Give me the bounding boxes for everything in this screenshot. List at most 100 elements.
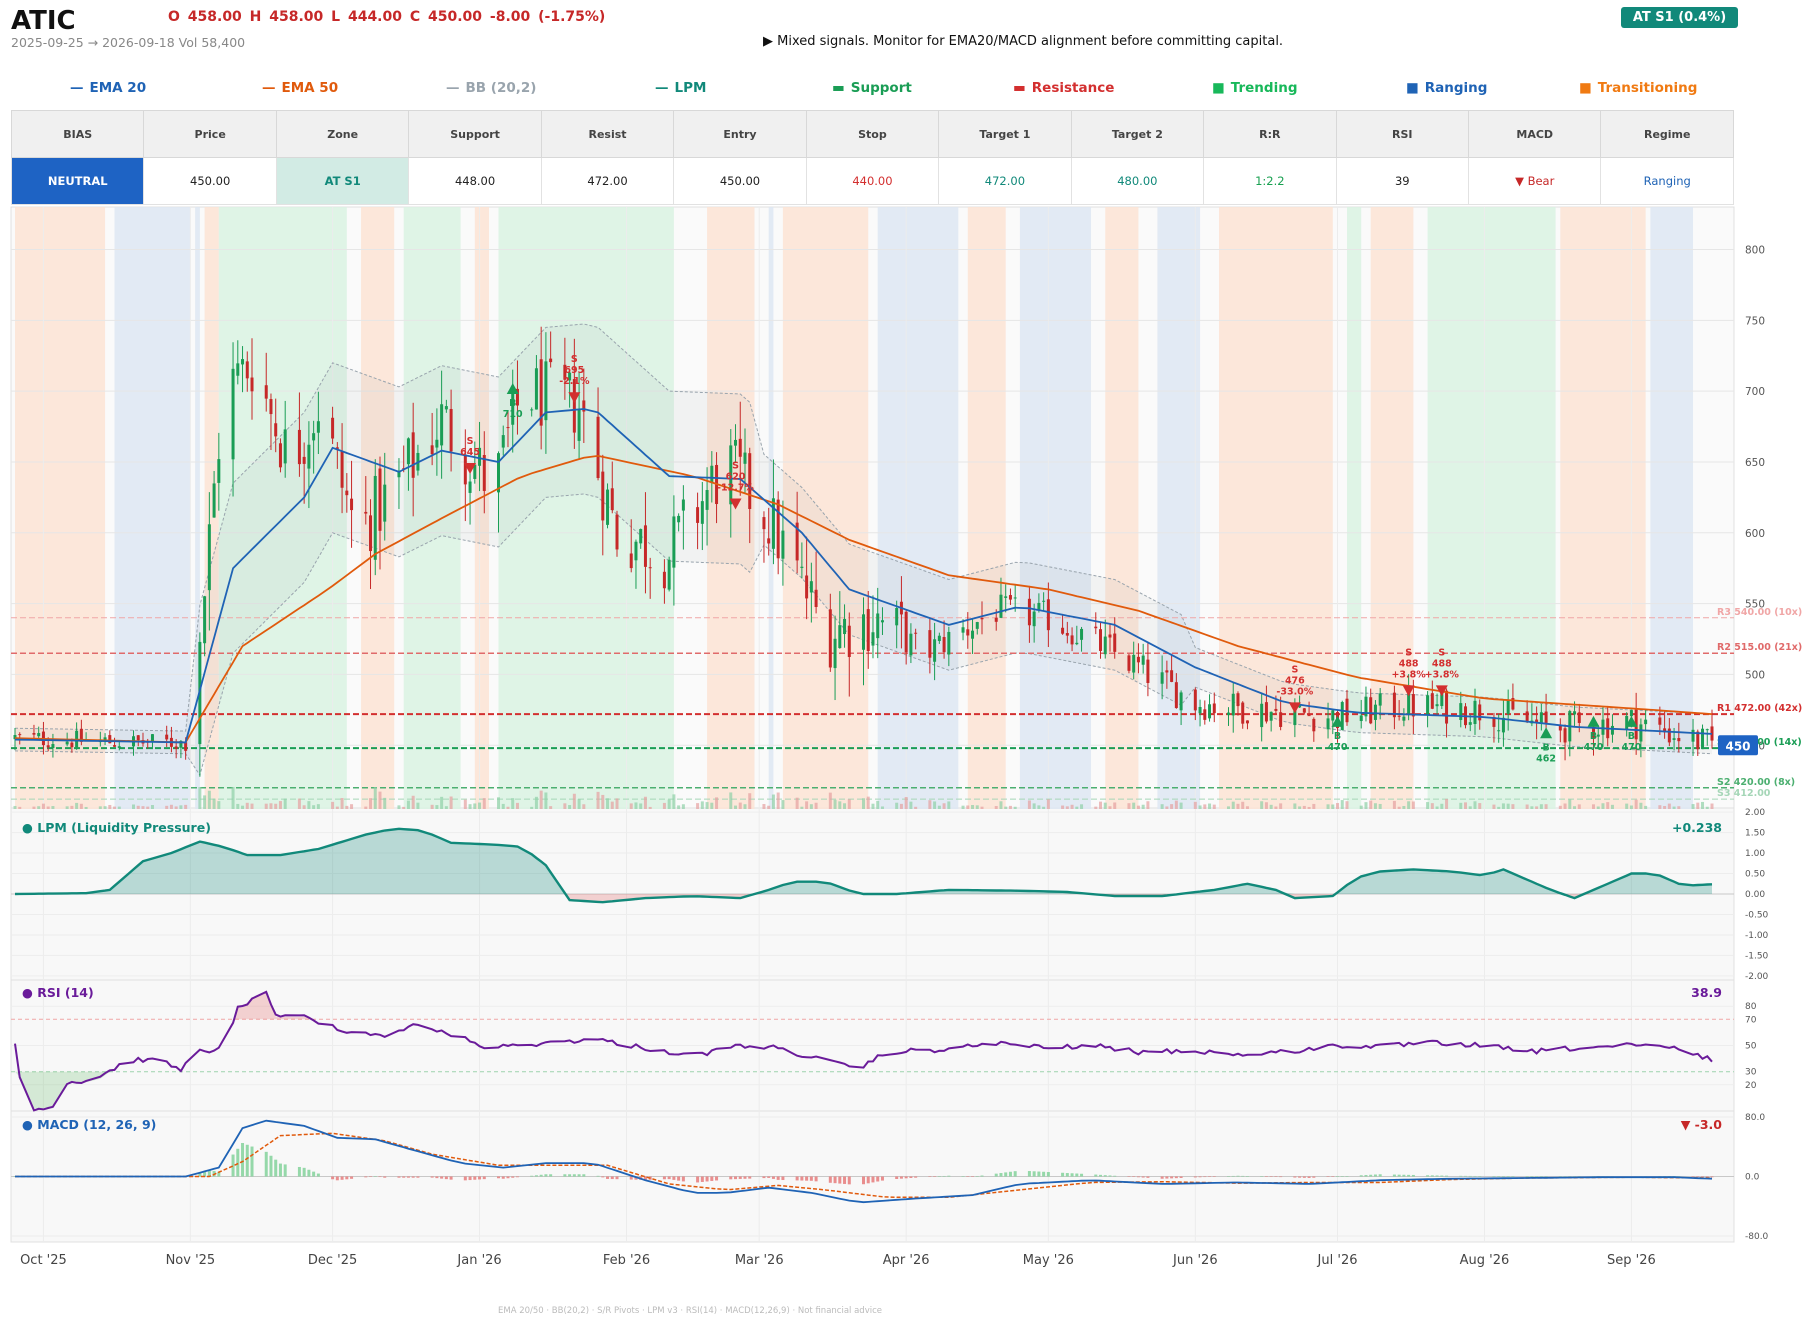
macd-histogram-bar <box>1179 1176 1183 1178</box>
summary-value-bias: NEUTRAL <box>10 157 145 205</box>
volume-bar <box>1573 806 1577 809</box>
legend-label: BB (20,2) <box>465 80 537 96</box>
volume-bar <box>1037 805 1041 809</box>
macd-histogram-bar <box>776 1176 780 1180</box>
bollinger-upper <box>14 323 1713 732</box>
price-y-tick-label: 750 <box>1745 315 1765 327</box>
candle-body <box>1174 682 1178 709</box>
volume-bar <box>634 802 638 809</box>
regime-band-trending <box>498 207 674 809</box>
signal-label: S <box>1291 664 1298 675</box>
candle-body <box>539 359 543 426</box>
volume-bar <box>1705 806 1709 809</box>
candle-body <box>1298 705 1302 708</box>
volume-bar <box>1492 804 1496 809</box>
candle-body <box>79 728 83 742</box>
regime-band-trending <box>218 207 347 809</box>
volume-bar <box>1103 802 1107 809</box>
volume-bar <box>132 804 136 809</box>
macd-histogram-bar <box>734 1176 738 1180</box>
legend-item-resistance: ▬ Resistance <box>1013 80 1114 96</box>
macd-histogram-bar <box>771 1176 775 1179</box>
macd-histogram-bar <box>1359 1175 1363 1177</box>
volume-bar <box>473 803 477 809</box>
candle-body <box>297 429 301 465</box>
volume-bar <box>1625 803 1629 809</box>
macd-histogram-bar <box>1260 1176 1264 1177</box>
macd-histogram-bar <box>1464 1175 1468 1177</box>
volume-bar <box>1468 806 1472 809</box>
volume-bar <box>577 799 581 809</box>
macd-histogram-bar <box>497 1176 501 1179</box>
volume-bar <box>876 800 880 809</box>
macd-histogram-bar <box>1705 1176 1709 1178</box>
candle-body <box>1492 717 1496 727</box>
volume-bar <box>1530 806 1534 809</box>
buy-triangle <box>1625 715 1638 727</box>
candle-body <box>762 517 766 530</box>
signal-label: 710 <box>503 409 523 420</box>
macd-histogram-bar <box>710 1176 714 1181</box>
regime-band-transitioning <box>1105 207 1139 809</box>
macd-histogram-bar <box>795 1176 799 1181</box>
candle-body <box>1004 596 1008 598</box>
candle-body <box>1312 718 1316 732</box>
macd-histogram-bar <box>705 1176 709 1182</box>
macd-histogram-bar <box>677 1176 681 1181</box>
volume-bar <box>283 798 287 809</box>
macd-histogram-bar <box>335 1176 339 1181</box>
volume-bar <box>530 806 534 809</box>
volume-bar <box>435 805 439 809</box>
signal-label: -33.0% <box>1276 686 1313 697</box>
volume-bar <box>961 805 965 809</box>
signal-label: S <box>1405 647 1412 658</box>
candle-body <box>975 622 979 629</box>
volume-bar <box>1260 801 1264 809</box>
candle-body <box>1369 697 1373 724</box>
volume-bar <box>1132 802 1136 809</box>
volume-bar <box>639 803 643 809</box>
macd-histogram-bar <box>1212 1176 1216 1177</box>
candle-body <box>833 638 837 669</box>
candle-body <box>1127 655 1131 671</box>
date-range-volume: 2025-09-25 → 2026-09-18 Vol 58,400 <box>11 35 246 50</box>
volume-bar <box>264 803 268 809</box>
macd-histogram-bar <box>1430 1175 1434 1177</box>
sell-triangle <box>1435 685 1448 697</box>
macd-histogram-bar <box>373 1176 377 1177</box>
candle-body <box>1042 600 1046 602</box>
macd-histogram-bar <box>1563 1176 1567 1177</box>
volume-bar <box>1264 802 1268 809</box>
candle-body <box>1293 710 1297 726</box>
macd-histogram-bar <box>435 1176 439 1179</box>
candle-body <box>734 439 738 446</box>
buy-triangle <box>1587 715 1600 727</box>
macd-histogram-bar <box>1094 1174 1098 1177</box>
candle-body <box>1525 711 1529 722</box>
candle-body <box>1364 696 1368 717</box>
rsi-y-tick-label: 20 <box>1745 1081 1757 1091</box>
candle-body <box>1667 728 1671 743</box>
macd-histogram-bar <box>729 1176 733 1180</box>
volume-bar <box>743 804 747 809</box>
candle-body <box>440 404 444 446</box>
rsi-line <box>14 990 1713 1112</box>
volume-bar <box>1525 804 1529 809</box>
pivot-level-label: R3 540.00 (10x) <box>1717 607 1802 618</box>
candle-body <box>1307 715 1311 717</box>
volume-bar <box>1373 803 1377 809</box>
legend-item-support: ▬ Support <box>832 80 912 96</box>
candle-body <box>1326 718 1330 730</box>
candle-body <box>980 617 984 620</box>
macd-histogram-bar <box>1193 1176 1197 1178</box>
volume-bar <box>568 805 572 809</box>
volume-bar <box>1080 804 1084 809</box>
candle-body <box>767 538 771 544</box>
volume-bar <box>1501 803 1505 809</box>
candle-body <box>1359 715 1363 722</box>
candle-body <box>781 530 785 559</box>
